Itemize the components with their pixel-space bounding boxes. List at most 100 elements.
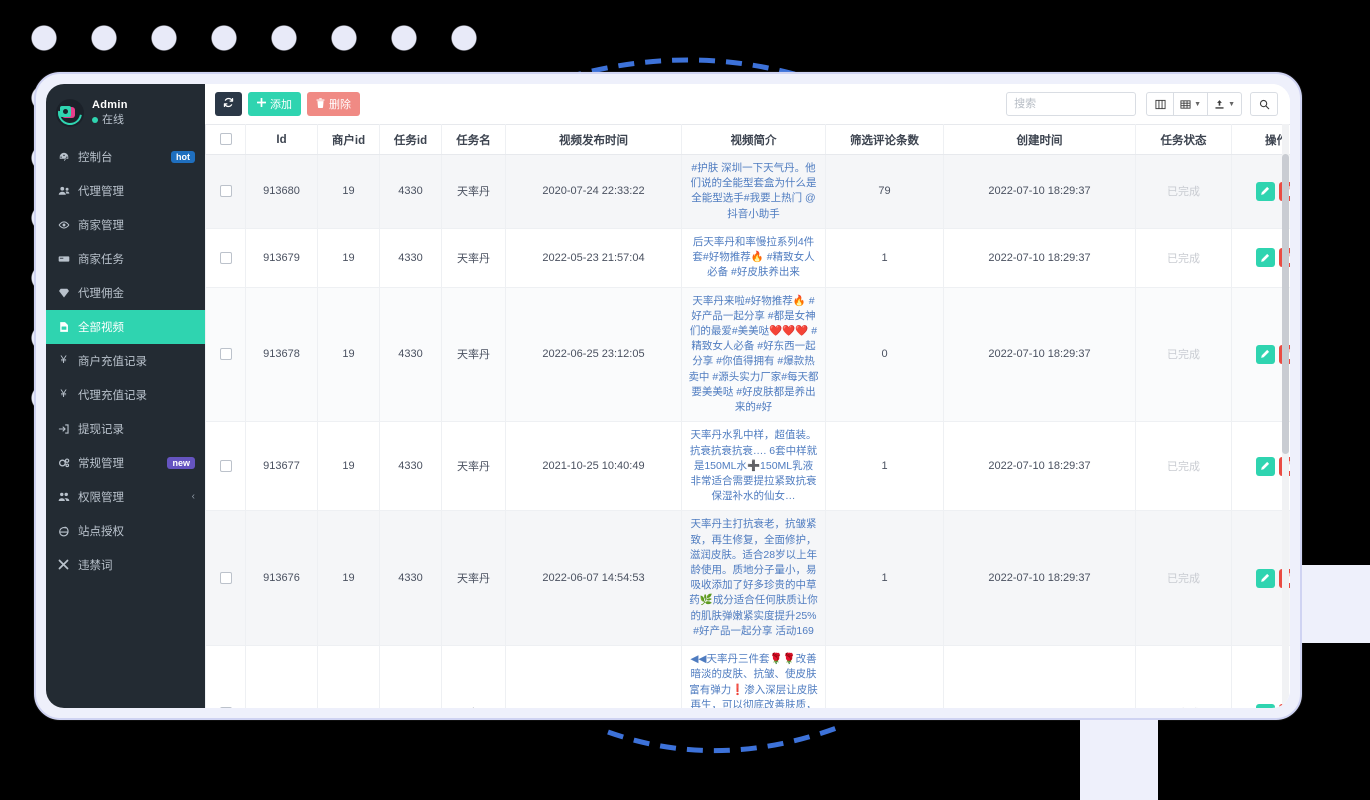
- search-input[interactable]: [1006, 92, 1137, 116]
- sidebar-item-12[interactable]: 违禁词: [46, 548, 205, 582]
- profile-username: Admin: [92, 99, 128, 111]
- trash-icon: [316, 97, 325, 111]
- row-checkbox[interactable]: [219, 348, 232, 361]
- scrollbar-thumb[interactable]: [1282, 154, 1289, 454]
- withdraw-icon: [56, 423, 71, 435]
- row-checkbox[interactable]: [219, 185, 232, 198]
- cell-comment_count: 0: [825, 287, 944, 423]
- edit-row-button[interactable]: [1255, 181, 1275, 201]
- column-header-merchant_id: 商户id: [317, 124, 380, 155]
- cell-status: 已完成: [1135, 645, 1232, 708]
- row-checkbox[interactable]: [219, 251, 232, 264]
- sidebar-item-1[interactable]: 代理管理: [46, 174, 205, 208]
- add-button[interactable]: 添加: [248, 92, 301, 116]
- cell-task_name: 天率丹: [441, 645, 506, 708]
- edit-row-button[interactable]: [1255, 456, 1275, 476]
- cell-id: 913675: [245, 645, 318, 708]
- sidebar-item-9[interactable]: 常规管理 new: [46, 446, 205, 480]
- cell-comment_count: 79: [825, 154, 944, 229]
- sidebar-item-label: 违禁词: [78, 559, 113, 572]
- pencil-icon: [1260, 573, 1270, 583]
- cell-comment_count: 1: [825, 421, 944, 512]
- row-checkbox-cell[interactable]: [205, 228, 246, 288]
- select-all-checkbox-cell[interactable]: [205, 124, 246, 155]
- table-row[interactable]: 913680 19 4330 天率丹 2020-07-24 22:33:22 #护肤 深圳…: [205, 154, 1290, 229]
- pencil-icon: [1260, 186, 1270, 196]
- sidebar-item-11[interactable]: 站点授权: [46, 514, 205, 548]
- row-checkbox-cell[interactable]: [205, 421, 246, 512]
- sidebar-item-7[interactable]: ¥ 代理充值记录: [46, 378, 205, 412]
- cell-publish_time: 2020-07-24 22:33:22: [505, 154, 682, 229]
- dashboard-icon: [56, 151, 71, 163]
- cell-task_id: 4330: [379, 421, 442, 512]
- yen-icon: ¥: [60, 354, 67, 367]
- ie-icon: [56, 525, 71, 537]
- pencil-icon: [1260, 349, 1270, 359]
- sidebar-item-0[interactable]: 控制台 hot: [46, 140, 205, 174]
- cell-description: 天率丹水乳中样，超值装。抗衰抗衰抗衰…. 6套中样就是150ML水➕150ML乳…: [681, 421, 826, 512]
- cell-status: 已完成: [1135, 154, 1232, 229]
- profile-status: 在线: [92, 113, 128, 128]
- edit-row-button[interactable]: [1255, 344, 1275, 364]
- grid-view-icon[interactable]: ▼: [1174, 92, 1209, 116]
- column-header-task_id: 任务id: [379, 124, 442, 155]
- sidebar-item-3[interactable]: 商家任务: [46, 242, 205, 276]
- sidebar-item-label: 商户充值记录: [78, 355, 147, 368]
- table-row[interactable]: 913677 19 4330 天率丹 2021-10-25 10:40:49 天率丹水乳中…: [205, 421, 1290, 512]
- sidebar-item-label: 代理充值记录: [78, 389, 147, 402]
- select-all-checkbox[interactable]: [219, 133, 232, 146]
- row-checkbox[interactable]: [219, 707, 232, 708]
- row-checkbox[interactable]: [219, 460, 232, 473]
- cell-id: 913678: [245, 287, 318, 423]
- cell-task_id: 4330: [379, 287, 442, 423]
- delete-button[interactable]: 删除: [307, 92, 360, 116]
- cell-task_name: 天率丹: [441, 510, 506, 647]
- main-content: 添加 删除: [205, 84, 1290, 708]
- cell-id: 913680: [245, 154, 318, 229]
- cell-comment_count: 1: [825, 228, 944, 288]
- users-icon: [56, 185, 71, 197]
- row-checkbox-cell[interactable]: [205, 510, 246, 647]
- add-button-label: 添加: [270, 99, 292, 111]
- edit-row-button[interactable]: [1255, 248, 1275, 268]
- sidebar-item-5[interactable]: 全部视频: [46, 309, 205, 344]
- column-header-publish_time: 视频发布时间: [505, 124, 682, 155]
- table-row[interactable]: 913675194330天率丹2022-06-12 17:50:48◀◀天率丹三…: [205, 645, 1290, 708]
- cell-publish_time: 2021-10-25 10:40:49: [505, 421, 682, 512]
- video-table: Id 商户id 任务id 任务名 视频发布时间 视频简介 筛选评论条数 创建时间 任务状态 操作 …: [205, 124, 1290, 708]
- columns-toggle-icon[interactable]: [1146, 92, 1175, 116]
- cell-task_name: 天率丹: [441, 287, 506, 423]
- edit-row-button[interactable]: [1255, 703, 1275, 708]
- row-checkbox-cell[interactable]: [205, 287, 246, 423]
- sidebar-item-10[interactable]: 权限管理 ‹: [46, 480, 205, 514]
- row-checkbox-cell[interactable]: [205, 645, 246, 708]
- row-checkbox-cell[interactable]: [205, 154, 246, 229]
- sidebar-profile[interactable]: Admin 在线: [46, 90, 205, 140]
- row-actions-cell: [1231, 510, 1290, 647]
- search-icon[interactable]: [1250, 92, 1278, 116]
- export-icon[interactable]: ▼: [1208, 92, 1242, 116]
- sidebar-badge-new: new: [167, 456, 195, 469]
- toolbar-right-group: ▼ ▼: [1006, 92, 1278, 116]
- cell-task_name: 天率丹: [441, 154, 506, 229]
- sidebar-item-4[interactable]: 代理佣金: [46, 276, 205, 310]
- cell-publish_time: 2022-06-12 17:50:48: [505, 645, 682, 708]
- cell-task_id: 4330: [379, 645, 442, 708]
- refresh-button[interactable]: [215, 92, 242, 116]
- sidebar: Admin 在线 控制台 hot 代理管理 商家管理 商家任务 代理佣金 全部视频 ¥ 商户充值…: [46, 84, 205, 708]
- sidebar-item-8[interactable]: 提现记录: [46, 412, 205, 446]
- table-row[interactable]: 913676 19 4330 天率丹 2022-06-07 14:54:53 天率丹主打抗…: [205, 510, 1290, 647]
- row-checkbox[interactable]: [219, 572, 232, 585]
- chevron-down-icon: ▼: [1228, 100, 1235, 108]
- cell-merchant_id: 19: [317, 154, 380, 229]
- refresh-icon: [223, 97, 234, 111]
- sidebar-item-2[interactable]: 商家管理: [46, 208, 205, 242]
- avatar: [56, 98, 84, 127]
- edit-row-button[interactable]: [1255, 568, 1275, 588]
- cell-comment_count: 1: [825, 645, 944, 708]
- sidebar-item-6[interactable]: ¥ 商户充值记录: [46, 344, 205, 378]
- table-row[interactable]: 913679 19 4330 天率丹 2022-05-23 21:57:04 后天率丹和率…: [205, 228, 1290, 288]
- row-actions-cell: [1231, 645, 1290, 708]
- table-row[interactable]: 913678 19 4330 天率丹 2022-06-25 23:12:05 天率丹来啦#…: [205, 287, 1290, 423]
- cell-create_time: 2022-07-10 18:29:37: [943, 228, 1136, 288]
